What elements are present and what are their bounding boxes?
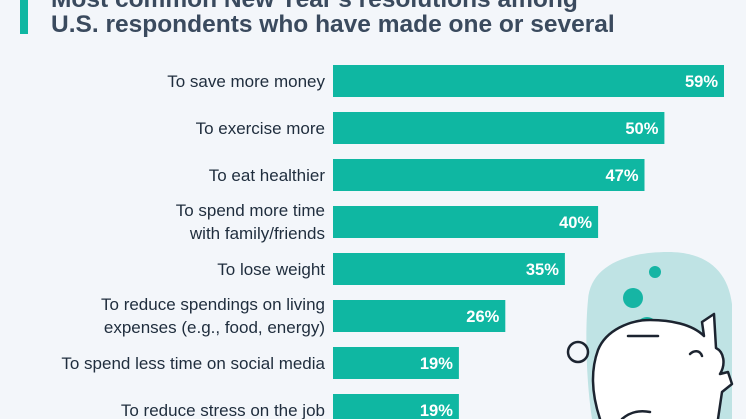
bars-layer: 59% To save more money 50% To exercise more… — [61, 65, 724, 419]
category-label: To reduce spendings on living — [101, 295, 325, 314]
category-label: To spend more time — [176, 201, 325, 220]
chart-title-line-2: U.S. respondents who have made one or se… — [51, 11, 615, 38]
category-label: To eat healthier — [209, 166, 326, 185]
category-label: with family/friends — [189, 224, 325, 243]
category-label: To exercise more — [196, 119, 325, 138]
chart-title-line-1: Most common New Year's resolutions among — [51, 0, 578, 15]
bar-value-label: 47% — [605, 167, 638, 185]
bar-value-label: 19% — [420, 402, 453, 419]
category-label: To spend less time on social media — [61, 354, 325, 373]
coin-icon — [623, 288, 643, 308]
coin-icon — [649, 266, 661, 278]
piggy-bank-illustration — [566, 252, 734, 419]
bar-value-label: 19% — [420, 355, 453, 373]
category-label: To lose weight — [217, 260, 325, 279]
bar — [333, 300, 506, 332]
bar-value-label: 40% — [559, 214, 592, 232]
piggy-bank-icon — [566, 312, 734, 419]
category-label: To save more money — [167, 72, 325, 91]
category-label: To reduce stress on the job — [121, 401, 325, 419]
bar — [333, 253, 565, 285]
bar — [333, 159, 645, 191]
bar — [333, 65, 724, 97]
bar — [333, 206, 599, 238]
bar-value-label: 50% — [625, 120, 658, 138]
bar-value-label: 35% — [526, 261, 559, 279]
title-accent-bar — [20, 0, 28, 34]
category-label: expenses (e.g., food, energy) — [104, 318, 325, 337]
bar-value-label: 26% — [466, 308, 499, 326]
bar — [333, 112, 665, 144]
bar — [333, 394, 459, 419]
bar-value-label: 59% — [685, 73, 718, 91]
bar — [333, 347, 459, 379]
